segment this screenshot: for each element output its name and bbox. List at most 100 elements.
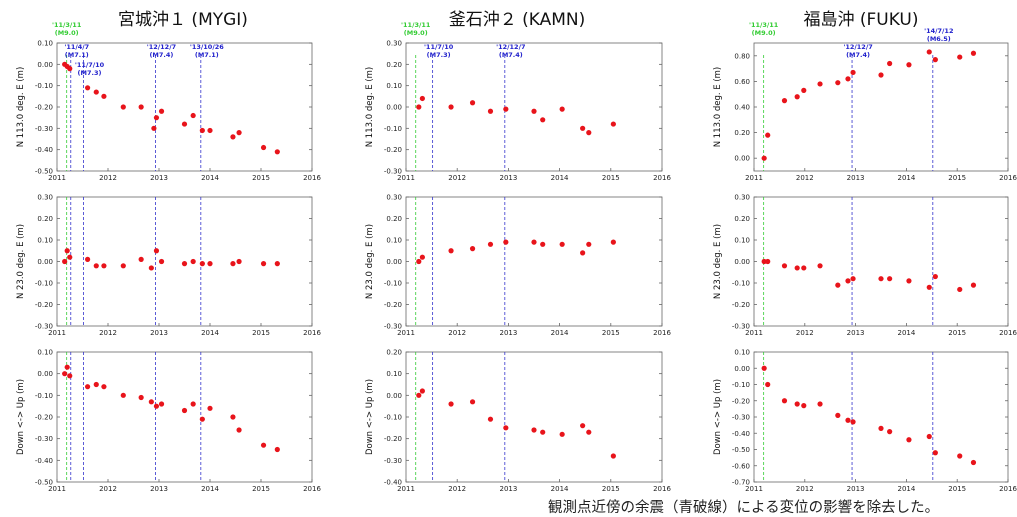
x-tick-label: 2013 — [499, 485, 517, 493]
data-point — [845, 76, 851, 82]
x-tick-label: 2015 — [602, 329, 620, 337]
event-date-label: '11/4/7 — [64, 43, 89, 51]
data-point — [559, 241, 565, 247]
y-axis-label-east: N 23.0 deg. E (m) — [713, 224, 723, 299]
data-point — [274, 446, 280, 453]
data-point — [153, 403, 160, 409]
data-point — [230, 414, 236, 420]
data-point — [817, 81, 823, 87]
data-point — [610, 239, 616, 245]
y-tick-label: -0.20 — [35, 104, 53, 112]
plot-frame-1-north — [405, 42, 663, 172]
data-point — [906, 437, 912, 443]
y-tick-label: 0.60 — [734, 78, 750, 86]
event-date-label: '11/3/11 — [749, 21, 779, 29]
y-axis-label-north: N 113.0 deg. E (m) — [16, 67, 26, 148]
y-tick-label: -0.50 — [35, 479, 53, 487]
y-tick-label: -0.30 — [732, 323, 750, 331]
x-tick-label: 2015 — [948, 485, 966, 493]
y-tick-label: 0.30 — [37, 194, 53, 202]
y-tick-label: 0.00 — [386, 392, 402, 400]
y-tick-label: 0.10 — [37, 237, 53, 245]
data-point — [887, 429, 893, 435]
data-point — [835, 282, 841, 288]
data-point — [158, 258, 165, 265]
data-point — [64, 248, 70, 254]
y-tick-label: 0.00 — [386, 104, 402, 112]
event-date-label: '14/7/12 — [924, 27, 953, 35]
data-point — [236, 130, 242, 136]
data-point — [448, 248, 454, 254]
data-point — [62, 371, 68, 377]
x-tick-label: 2013 — [150, 485, 168, 493]
plot-frame-1-east — [405, 196, 663, 327]
data-point — [64, 364, 70, 370]
event-magnitude-label: (M7.4) — [499, 51, 523, 59]
event-date-label: '11/3/11 — [52, 21, 82, 29]
y-tick-label: -0.30 — [35, 323, 53, 331]
data-point — [957, 286, 963, 293]
footnote: 観測点近傍の余震（青破線）による変位の影響を除去した。 — [548, 500, 940, 516]
x-tick-label: 2012 — [448, 329, 466, 337]
y-tick-label: -0.30 — [384, 168, 402, 176]
y-tick-label: -0.20 — [35, 414, 53, 422]
y-tick-label: -0.40 — [732, 430, 750, 438]
event-magnitude-label: (M7.1) — [65, 51, 89, 59]
x-tick-label: 2014 — [897, 329, 915, 337]
y-tick-label: 0.00 — [734, 258, 750, 266]
data-point — [761, 365, 767, 371]
data-point — [586, 130, 592, 136]
data-point — [761, 155, 767, 161]
event-magnitude-label: (M7.1) — [195, 51, 219, 59]
data-point — [93, 263, 99, 269]
data-point — [540, 429, 546, 435]
y-tick-label: 0.00 — [37, 61, 53, 69]
data-point — [765, 381, 771, 388]
data-point — [101, 93, 107, 99]
plot-frame-1-up — [405, 351, 663, 483]
data-point — [932, 450, 938, 456]
x-tick-label: 2015 — [602, 485, 620, 493]
data-point — [957, 54, 963, 60]
data-point — [817, 263, 823, 269]
event-date-label: '11/3/11 — [401, 21, 431, 29]
y-axis-label-up: Down <-> Up (m) — [365, 379, 375, 455]
x-tick-label: 2013 — [150, 174, 168, 182]
y-tick-label: 0.00 — [37, 370, 53, 378]
y-tick-label: 0.20 — [386, 349, 402, 357]
data-point — [531, 108, 537, 114]
data-point — [85, 384, 91, 390]
event-magnitude-label: (M7.4) — [149, 51, 173, 59]
event-magnitude-label: (M9.0) — [55, 29, 79, 37]
data-point — [120, 104, 126, 110]
x-tick-label: 2013 — [150, 329, 168, 337]
data-point — [274, 149, 280, 155]
x-tick-label: 2011 — [397, 485, 415, 493]
event-date-label: '12/12/7 — [147, 43, 176, 51]
data-point — [845, 417, 851, 423]
data-point — [199, 416, 205, 422]
y-tick-label: -0.50 — [732, 446, 750, 454]
event-date-label: '11/7/10 — [75, 61, 105, 69]
x-tick-label: 2011 — [397, 329, 415, 337]
data-point — [765, 258, 771, 265]
event-magnitude-label: (M9.0) — [404, 29, 428, 37]
y-tick-label: 0.40 — [734, 104, 750, 112]
data-point — [151, 125, 157, 131]
y-tick-label: 0.80 — [734, 52, 750, 60]
y-tick-label: 0.20 — [386, 215, 402, 223]
data-point — [817, 401, 823, 407]
data-point — [181, 121, 188, 127]
data-point — [580, 423, 586, 429]
data-point — [610, 453, 616, 459]
data-point — [487, 241, 494, 247]
data-point — [448, 401, 454, 407]
y-tick-label: 0.10 — [386, 237, 402, 245]
x-tick-label: 2011 — [48, 485, 66, 493]
y-axis-label-up: Down <-> Up (m) — [713, 379, 723, 455]
data-point — [531, 427, 537, 433]
x-tick-label: 2013 — [499, 329, 517, 337]
data-point — [67, 254, 73, 260]
data-point — [801, 403, 807, 409]
data-point — [531, 239, 537, 245]
